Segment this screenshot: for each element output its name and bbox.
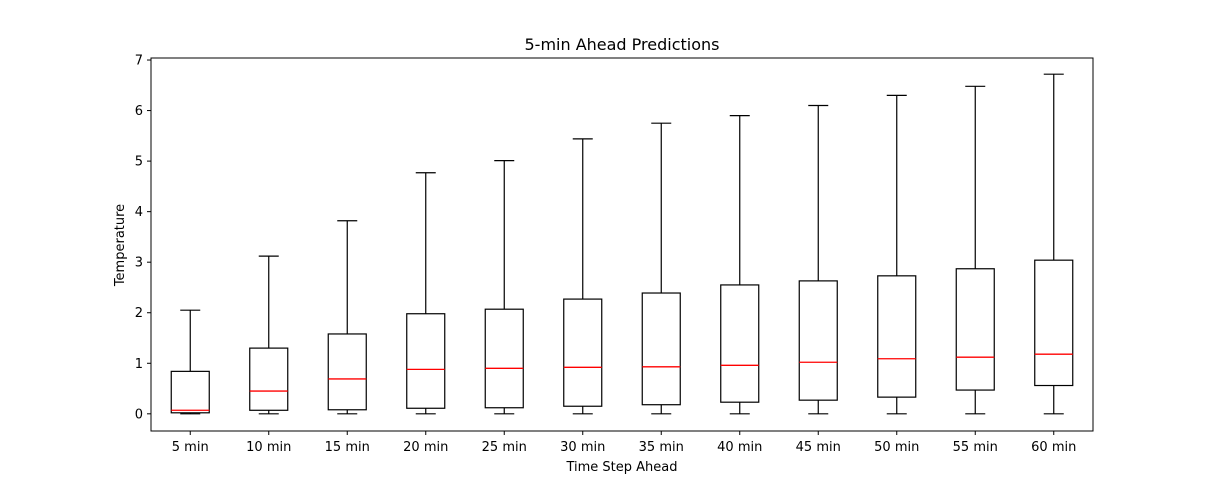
y-axis-label: Temperature	[113, 204, 128, 287]
box-11	[955, 268, 995, 391]
y-tick-label-0: 0	[135, 407, 143, 422]
x-tick-label-1: 5 min	[172, 440, 209, 455]
box-6	[563, 298, 603, 407]
box-5	[484, 308, 524, 409]
box-10	[877, 275, 917, 398]
x-tick-label-7: 35 min	[639, 440, 684, 455]
y-tick-label-6: 6	[135, 104, 143, 119]
x-tick-label-12: 60 min	[1031, 440, 1076, 455]
box-9	[798, 280, 838, 401]
y-tick-label-4: 4	[135, 205, 143, 220]
y-tick-label-7: 7	[135, 54, 143, 69]
y-tick-label-3: 3	[135, 256, 143, 271]
x-tick-label-3: 15 min	[325, 440, 370, 455]
x-tick-label-5: 25 min	[482, 440, 527, 455]
box-12	[1034, 259, 1074, 387]
x-axis-label: Time Step Ahead	[565, 460, 677, 475]
x-tick-label-6: 30 min	[560, 440, 605, 455]
axes-frame	[150, 57, 1094, 432]
box-4	[406, 313, 446, 409]
x-tick-label-11: 55 min	[953, 440, 998, 455]
box-7	[641, 292, 681, 406]
y-tick-label-2: 2	[135, 306, 143, 321]
box-8	[720, 284, 760, 403]
plot-area: 0 1 2 3 4 5 6 7 5 min 10 min 15 min 20 min 25 min 30 …	[135, 54, 1094, 455]
x-tick-label-2: 10 min	[246, 440, 291, 455]
box-2	[249, 347, 289, 411]
box-3	[327, 333, 367, 411]
box-1	[170, 370, 210, 414]
x-tick-label-10: 50 min	[874, 440, 919, 455]
x-tick-label-9: 45 min	[796, 440, 841, 455]
y-tick-label-1: 1	[135, 357, 143, 372]
x-tick-label-4: 20 min	[403, 440, 448, 455]
chart-title: 5-min Ahead Predictions	[524, 35, 719, 54]
y-tick-label-5: 5	[135, 155, 143, 170]
x-tick-label-8: 40 min	[717, 440, 762, 455]
